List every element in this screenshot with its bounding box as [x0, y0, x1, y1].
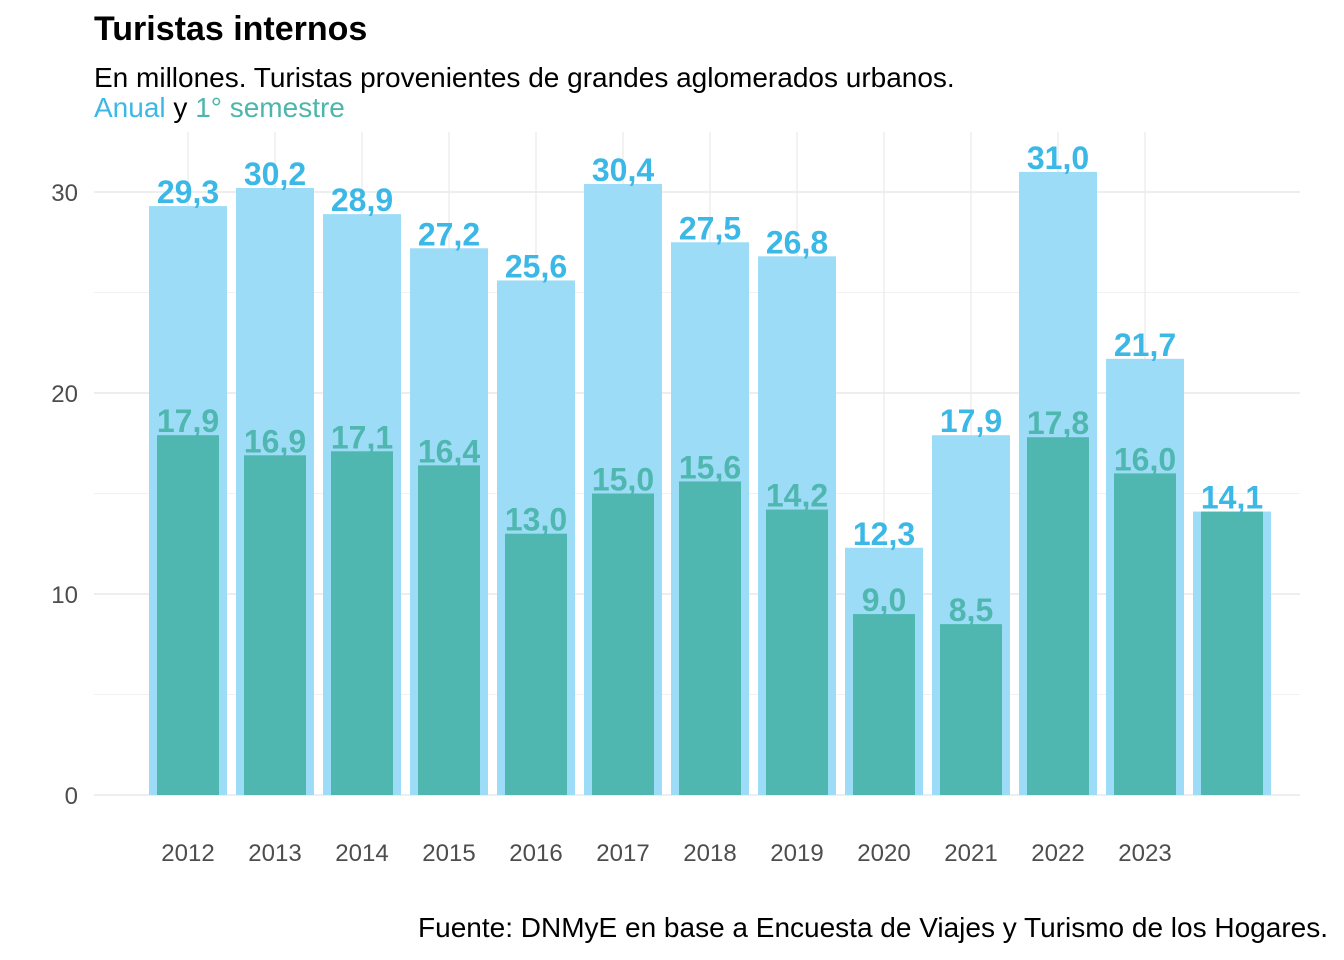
legend-semester: 1° semestre [195, 92, 345, 123]
chart-subtitle: En millones. Turistas provenientes de gr… [94, 62, 955, 93]
data-label-annual: 17,9 [940, 403, 1002, 439]
legend-annual: Anual [94, 92, 166, 123]
x-tick-label: 2018 [683, 840, 736, 867]
data-label-annual: 27,5 [679, 210, 741, 246]
x-tick-label: 2019 [770, 840, 823, 867]
bar-semester [1201, 511, 1263, 795]
data-label-semester: 14,1 [1201, 480, 1263, 516]
data-label-semester: 9,0 [862, 582, 906, 618]
bar-semester [505, 533, 567, 795]
bar-semester [418, 465, 480, 795]
y-tick-label: 30 [51, 180, 78, 207]
y-tick-label: 0 [65, 783, 78, 810]
data-label-annual: 29,3 [157, 174, 219, 210]
data-label-semester: 17,1 [331, 419, 393, 455]
y-tick-label: 20 [51, 381, 78, 408]
chart-title: Turistas internos [94, 10, 368, 48]
legend: Anual y 1° semestre [94, 92, 345, 124]
data-label-annual: 26,8 [766, 224, 828, 260]
data-label-semester: 8,5 [949, 592, 993, 628]
data-label-annual: 21,7 [1114, 327, 1176, 363]
bar-semester [331, 451, 393, 795]
data-label-annual: 28,9 [331, 182, 393, 218]
bar-semester [157, 435, 219, 795]
data-label-semester: 16,9 [244, 423, 306, 459]
bar-semester [679, 481, 741, 795]
data-label-semester: 14,2 [766, 478, 828, 514]
x-tick-label: 2012 [161, 840, 214, 867]
x-tick-label: 2017 [596, 840, 649, 867]
bar-semester [853, 614, 915, 795]
x-tick-label: 2020 [857, 840, 910, 867]
data-label-semester: 17,9 [157, 403, 219, 439]
bar-semester [766, 509, 828, 795]
bar-semester [1114, 473, 1176, 795]
bar-semester [940, 624, 1002, 795]
x-tick-label: 2015 [422, 840, 475, 867]
chart-caption: Fuente: DNMyE en base a Encuesta de Viaj… [418, 912, 1328, 943]
data-label-semester: 15,0 [592, 462, 654, 498]
x-tick-label: 2014 [335, 840, 388, 867]
x-tick-label: 2022 [1031, 840, 1084, 867]
data-label-semester: 15,6 [679, 449, 741, 485]
data-label-annual: 25,6 [505, 248, 567, 284]
data-label-semester: 16,4 [418, 433, 480, 469]
data-label-semester: 17,8 [1027, 405, 1089, 441]
legend-separator: y [173, 92, 188, 123]
data-label-semester: 16,0 [1114, 441, 1176, 477]
x-tick-label: 2023 [1118, 840, 1171, 867]
data-label-semester: 13,0 [505, 502, 567, 538]
x-tick-label: 2021 [944, 840, 997, 867]
x-tick-label: 2016 [509, 840, 562, 867]
data-label-annual: 30,4 [592, 152, 654, 188]
data-label-annual: 31,0 [1027, 140, 1089, 176]
bar-semester [592, 493, 654, 795]
data-label-annual: 30,2 [244, 156, 306, 192]
data-label-annual: 12,3 [853, 516, 915, 552]
bar-semester [1027, 437, 1089, 795]
y-tick-label: 10 [51, 582, 78, 609]
bar-semester [244, 455, 306, 795]
data-label-annual: 27,2 [418, 216, 480, 252]
x-tick-label: 2013 [248, 840, 301, 867]
